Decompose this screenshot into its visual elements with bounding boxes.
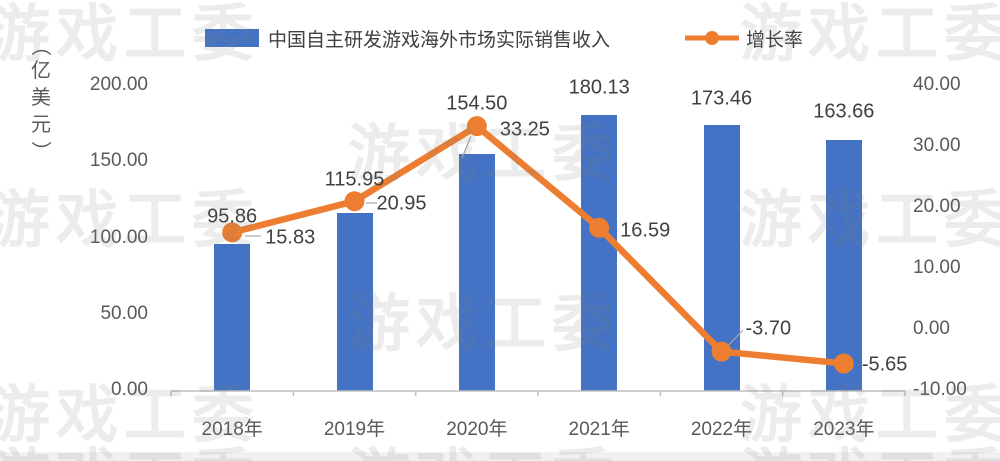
right-axis-tick: 0.00 <box>913 318 950 339</box>
growth-rate-marker-2021年 <box>589 217 610 238</box>
bar-value-label: 180.13 <box>568 76 630 99</box>
x-axis-label-2019年: 2019年 <box>323 419 386 440</box>
growth-rate-marker-2023年 <box>833 353 854 374</box>
growth-rate-value-label: -3.70 <box>745 317 792 340</box>
right-axis-tick: -10.00 <box>913 379 967 400</box>
axis-title-char: 亿 <box>31 60 51 82</box>
line-series-swatch <box>684 30 740 46</box>
label-leader-line <box>461 135 472 159</box>
left-axis-tick: 0.00 <box>111 379 148 400</box>
growth-rate-line <box>228 122 848 367</box>
x-axis-label-2018年: 2018年 <box>201 419 263 440</box>
axis-title-char: 美 <box>31 87 51 109</box>
bar-2021年 <box>581 115 618 391</box>
left-axis-tick: 200.00 <box>89 74 148 95</box>
x-axis-label-2021年: 2021年 <box>568 419 630 440</box>
legend-item-revenue: 中国自主研发游戏海外市场实际销售收入 <box>205 26 611 51</box>
growth-rate-marker-2022年 <box>711 341 732 362</box>
growth-rate-marker-2020年 <box>466 116 487 137</box>
left-axis-tick: 50.00 <box>100 302 148 324</box>
growth-rate-marker-2018年 <box>222 222 243 243</box>
left-axis-tick: 150.00 <box>89 150 148 172</box>
x-axis-label-2020年: 2020年 <box>446 419 508 440</box>
growth-rate-value-label: 15.83 <box>265 226 316 249</box>
legend: 中国自主研发游戏海外市场实际销售收入 增长率 <box>0 26 1000 51</box>
bar-series-swatch <box>205 29 259 47</box>
legend-label-revenue: 中国自主研发游戏海外市场实际销售收入 <box>268 29 611 51</box>
left-axis-title: （亿美元） <box>26 34 56 163</box>
left-axis-tick: 100.00 <box>89 226 148 248</box>
growth-rate-value-label: 20.95 <box>376 192 427 215</box>
growth-rate-value-label: 16.59 <box>620 219 671 242</box>
bar-value-label: 163.66 <box>813 100 875 123</box>
right-axis-tick: 30.00 <box>913 135 961 156</box>
bar-value-label: 154.50 <box>446 92 508 115</box>
legend-item-growth: 增长率 <box>684 26 804 51</box>
bar-2018年 <box>214 243 251 391</box>
axis-title-char: 元 <box>31 114 51 136</box>
x-axis-label-2022年: 2022年 <box>690 419 753 440</box>
right-axis-tick: 40.00 <box>913 74 961 95</box>
axis-title-char: ） <box>29 141 51 161</box>
bar-2020年 <box>458 154 495 391</box>
growth-rate-value-label: 33.25 <box>499 118 550 141</box>
bar-value-label: 173.46 <box>690 87 753 110</box>
growth-rate-value-label: -5.65 <box>861 353 908 376</box>
bar-2019年 <box>336 213 373 391</box>
right-axis-tick: 20.00 <box>913 196 961 217</box>
chart-bottom-edge <box>0 452 1000 461</box>
legend-label-growth: 增长率 <box>746 29 804 51</box>
bar-value-label: 95.86 <box>207 205 258 228</box>
bar-2023年 <box>825 140 862 391</box>
growth-rate-marker-2019年 <box>344 191 365 212</box>
right-axis-tick: 10.00 <box>913 257 961 278</box>
x-axis-label-2023年: 2023年 <box>813 419 875 440</box>
bar-value-label: 115.95 <box>324 168 385 191</box>
